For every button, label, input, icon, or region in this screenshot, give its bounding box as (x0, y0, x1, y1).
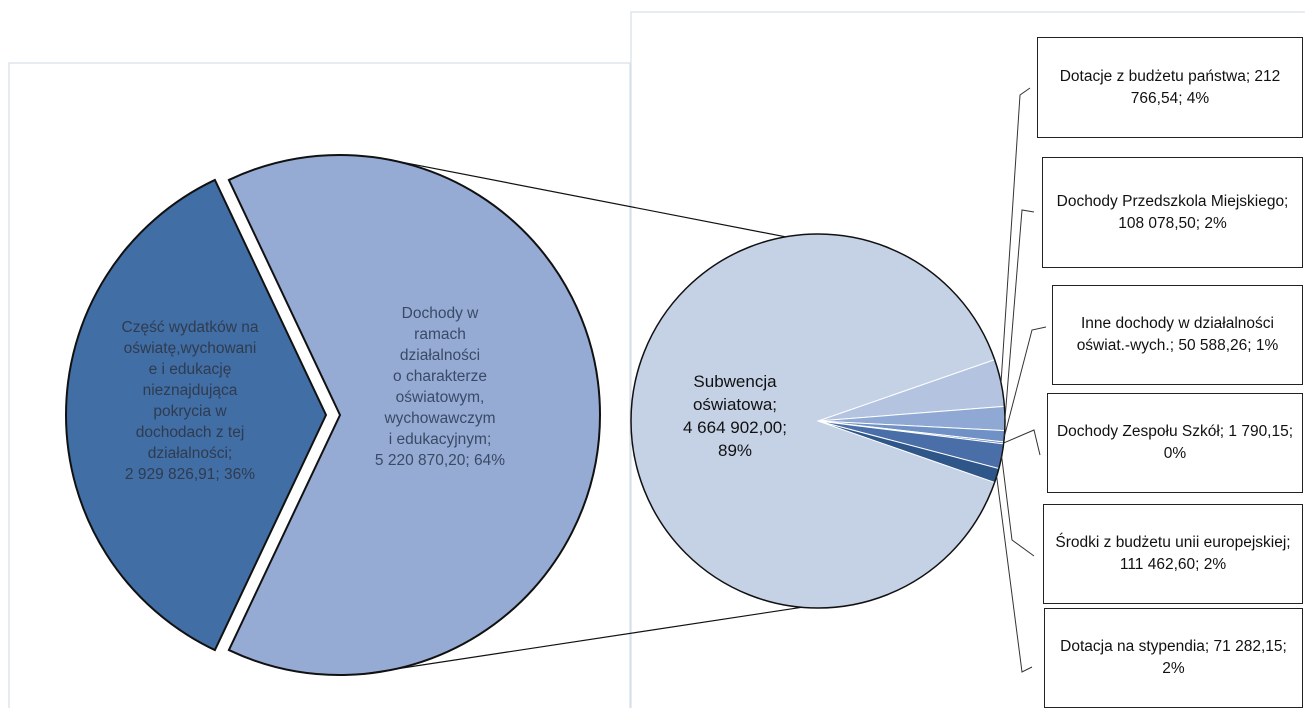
callout-srodki-ue: Środki z budżetu unii europejskiej; 111 … (1043, 504, 1303, 604)
data-label-gap: Część wydatków na oświatę,wychowani e i … (95, 317, 285, 485)
callout-text: Dotacja na stypendia; 71 282,15; 2% (1060, 638, 1287, 677)
callout-text: Środki z budżetu unii europejskiej; 111 … (1055, 534, 1291, 573)
label-line: działalności (399, 347, 481, 364)
label-line: 2 929 826,91; 36% (124, 466, 256, 483)
leader-line-2 (1004, 209, 1035, 419)
pie-outline-right (630, 233, 1006, 609)
label-line: oświatowym, (395, 389, 485, 406)
label-line: 89% (717, 441, 753, 460)
callout-text: Inne dochody w działalności oświat.-wych… (1076, 315, 1279, 354)
connector-top (385, 158, 786, 238)
callout-przedszkole: Dochody Przedszkola Miejskiego; 108 078,… (1042, 157, 1303, 268)
callout-text: Dochody Zespołu Szkół; 1 790,15; 0% (1056, 423, 1294, 462)
label-line: dochodach z tej (135, 424, 245, 441)
left-chart-frame (8, 62, 631, 708)
label-line: 5 220 870,20; 64% (374, 452, 506, 469)
data-label-subwencja: Subwencja oświatowa; 4 664 902,00; 89% (660, 370, 810, 462)
leader-line-1 (1000, 87, 1031, 383)
label-line: działalności; (147, 445, 233, 462)
callout-dotacje-budzet: Dotacje z budżetu państwa; 212 766,54; 4… (1037, 37, 1303, 138)
label-line: e i edukację (148, 361, 232, 378)
label-line: Subwencja (693, 372, 777, 391)
pie-slice-gap (64, 178, 328, 652)
leader-line-4 (1003, 429, 1041, 456)
callout-inne-dochody: Inne dochody w działalności oświat.-wych… (1052, 285, 1303, 385)
label-line: Dochody w (401, 305, 479, 322)
label-line: oświatowa; (692, 395, 778, 414)
label-line: ramach (414, 326, 466, 343)
leader-line-5 (1001, 456, 1035, 557)
label-line: pokrycia w (153, 403, 227, 420)
callout-text: Dochody Przedszkola Miejskiego; 108 078,… (1056, 192, 1289, 232)
right-chart-frame (630, 11, 1305, 708)
connector-bottom (362, 606, 802, 675)
callout-zespol-szkol: Dochody Zespołu Szkół; 1 790,15; 0% (1047, 393, 1303, 493)
leader-line-6 (996, 476, 1033, 673)
label-line: Część wydatków na (121, 319, 259, 336)
label-line: nieznajdująca (142, 382, 238, 399)
label-line: i edukacyjnym; (388, 431, 492, 448)
label-line: oświatę,wychowani (123, 340, 257, 357)
leader-line-3 (1003, 326, 1047, 437)
data-label-income: Dochody w ramach działalności o charakte… (345, 303, 535, 471)
label-line: 4 664 902,00; (683, 418, 787, 437)
label-line: wychowawczym (384, 410, 496, 427)
callout-stypendia: Dotacja na stypendia; 71 282,15; 2% (1044, 608, 1303, 708)
label-line: o charakterze (393, 368, 487, 385)
callout-text: Dotacje z budżetu państwa; 212 766,54; 4… (1059, 67, 1281, 107)
